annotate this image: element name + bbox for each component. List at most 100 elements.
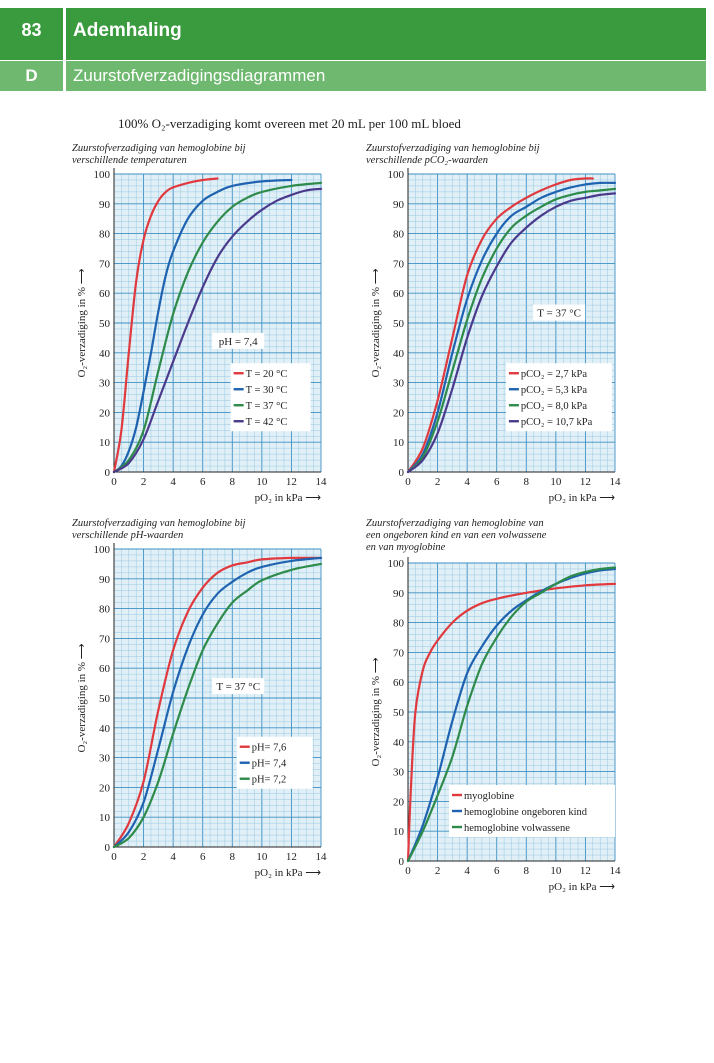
series-curve-3 [406, 192, 617, 474]
x-tick-label: 2 [435, 865, 441, 877]
svg-text:O₂-verzadiging in % ⟶: O₂-verzadiging in % ⟶ [76, 268, 88, 377]
y-tick-label: 80 [99, 604, 111, 616]
y-tick-label: 90 [99, 199, 111, 211]
legend-label: T = 37 °C [246, 401, 288, 412]
svg-text:O₂-verzadiging in % ⟶: O₂-verzadiging in % ⟶ [370, 268, 382, 377]
y-tick-label: 50 [393, 318, 405, 330]
annotation-box [533, 304, 586, 321]
svg-text:O₂-verzadiging in % ⟶: O₂-verzadiging in % ⟶ [76, 643, 88, 752]
y-axis-label: O₂-verzadiging in % ⟶ [76, 268, 88, 377]
legend-label: T = 30 °C [246, 385, 288, 396]
legend-label: hemoglobine ongeboren kind [464, 807, 588, 818]
y-tick-label: 0 [399, 856, 405, 868]
x-tick-label: 12 [580, 476, 591, 488]
series-curve-1 [406, 567, 617, 863]
y-tick-label: 40 [393, 348, 405, 360]
x-axis-label: pO₂ in kPa ⟶ [549, 881, 616, 893]
series-curve-3 [112, 187, 323, 474]
x-tick-label: 2 [141, 851, 147, 863]
y-axis-label: O₂-verzadiging in % ⟶ [370, 657, 382, 766]
x-tick-label: 8 [524, 865, 530, 877]
chart-title-line: Zuurstofverzadiging van hemoglobine bij [72, 143, 246, 154]
x-tick-label: 0 [111, 851, 117, 863]
x-tick-label: 10 [550, 476, 562, 488]
y-tick-label: 40 [99, 723, 111, 735]
x-tick-label: 6 [494, 476, 500, 488]
y-tick-label: 50 [393, 707, 405, 719]
annotation-box [212, 678, 265, 695]
x-tick-label: 14 [316, 476, 328, 488]
x-tick-label: 10 [256, 476, 268, 488]
chart-title-line: een ongeboren kind en van een volwassene [366, 530, 547, 541]
x-tick-label: 8 [230, 476, 236, 488]
legend-label: hemoglobine volwassene [464, 823, 570, 834]
y-tick-label: 30 [99, 378, 111, 390]
y-tick-label: 10 [393, 437, 405, 449]
chart-temperature: Zuurstofverzadiging van hemoglobine bij v… [72, 140, 334, 519]
series-curve-0 [406, 582, 617, 863]
header-divider [63, 8, 66, 91]
x-tick-label: 2 [141, 476, 147, 488]
chart-title-line: Zuurstofverzadiging van hemoglobine van [366, 518, 544, 529]
y-tick-label: 40 [99, 348, 111, 360]
y-axis-label: O₂-verzadiging in % ⟶ [76, 643, 88, 752]
x-tick-label: 8 [524, 476, 530, 488]
x-tick-label: 4 [464, 476, 470, 488]
annotation-box [212, 332, 265, 349]
y-tick-label: 60 [99, 663, 111, 675]
y-tick-label: 90 [393, 588, 405, 600]
annotation-label: T = 37 °C [537, 308, 581, 320]
x-tick-label: 12 [286, 851, 297, 863]
x-tick-label: 2 [435, 476, 441, 488]
y-tick-label: 10 [99, 437, 111, 449]
legend-label: pH= 7,4 [252, 759, 287, 770]
x-tick-label: 4 [464, 865, 470, 877]
y-tick-label: 70 [393, 258, 405, 270]
series-curve-2 [112, 181, 323, 474]
chapter-number: 83 [21, 20, 42, 40]
x-tick-label: 8 [230, 851, 236, 863]
x-tick-label: 4 [170, 476, 176, 488]
series-curve-2 [406, 187, 617, 474]
legend-label: pCO₂ = 5,3 kPa [521, 385, 588, 396]
series-curve-1 [112, 556, 323, 849]
x-tick-label: 10 [256, 851, 268, 863]
series-curve-1 [112, 178, 293, 474]
intro-text: 100% O₂-verzadiging komt overeen met 20 … [118, 116, 461, 131]
x-tick-label: 10 [550, 865, 562, 877]
series-curve-0 [406, 177, 594, 474]
y-tick-label: 0 [105, 467, 111, 479]
y-tick-label: 20 [393, 796, 405, 808]
y-tick-label: 20 [393, 407, 405, 419]
x-tick-label: 6 [494, 865, 500, 877]
y-tick-label: 30 [99, 753, 111, 765]
x-tick-label: 12 [580, 865, 591, 877]
x-tick-label: 12 [286, 476, 297, 488]
x-tick-label: 0 [405, 865, 411, 877]
y-tick-label: 60 [99, 288, 111, 300]
y-tick-label: 60 [393, 677, 405, 689]
y-tick-label: 100 [388, 558, 405, 570]
y-tick-label: 70 [99, 633, 111, 645]
chart-title-line: verschillende pCO₂-waarden [366, 155, 488, 166]
chart-fetal-adult-myoglobin: Zuurstofverzadiging van hemoglobine van e… [366, 515, 628, 908]
legend [230, 363, 311, 432]
annotation-label: T = 37 °C [216, 681, 260, 693]
chart-title-line: en van myoglobine [366, 542, 446, 553]
chapter-title: Ademhaling [73, 20, 182, 41]
y-axis-label: O₂-verzadiging in % ⟶ [370, 268, 382, 377]
y-tick-label: 30 [393, 767, 405, 779]
y-tick-label: 90 [393, 199, 405, 211]
chart-title-line: verschillende pH-waarden [72, 530, 183, 541]
series-curve-2 [406, 566, 617, 863]
y-tick-label: 100 [94, 169, 111, 181]
chart-pco2: Zuurstofverzadiging van hemoglobine bij v… [366, 140, 628, 519]
y-tick-label: 80 [393, 229, 405, 241]
x-tick-label: 14 [610, 476, 622, 488]
section-letter: D [25, 66, 38, 85]
x-tick-label: 6 [200, 851, 206, 863]
legend-label: pH= 7,6 [252, 743, 287, 754]
chart-title-line: Zuurstofverzadiging van hemoglobine bij [72, 518, 246, 529]
annotation-label: pH = 7,4 [219, 336, 258, 348]
y-tick-label: 20 [99, 782, 111, 794]
